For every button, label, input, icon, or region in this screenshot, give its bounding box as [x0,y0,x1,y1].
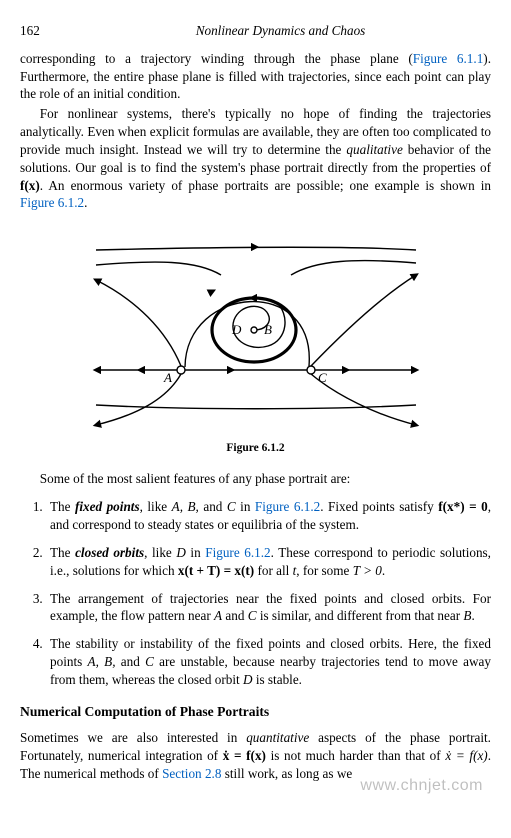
list-item-3: The arrangement of trajectories near the… [46,590,491,626]
math-eq: ẋ = f(x) [445,748,487,763]
text: . An enormous variety of phase portraits… [40,178,491,193]
sym: A, B, [172,499,199,514]
text: corresponding to a trajectory winding th… [20,51,413,66]
math-eq: x(t + T) = x(t) [178,563,254,578]
emphasis-qualitative: qualitative [346,142,402,157]
text: , like [144,545,176,560]
feature-list: The fixed points, like A, B, and C in Fi… [20,498,491,688]
text: Sometimes we are also interested in [20,730,246,745]
text: is not much harder than that of [266,748,445,763]
page-header: 162 Nonlinear Dynamics and Chaos [20,22,491,40]
figure-link-612[interactable]: Figure 6.1.2 [255,499,320,514]
figure-link-612[interactable]: Figure 6.1.2 [20,195,84,210]
emphasis-quantitative: quantitative [246,730,309,745]
text: and [199,499,227,514]
text: and [222,608,248,623]
list-item-2: The closed orbits, like D in Figure 6.1.… [46,544,491,580]
sym: A, B, [88,654,116,669]
text: . Fixed points satisfy [320,499,438,514]
term-fixed-points: fixed points [75,499,140,514]
sym: C [248,608,257,623]
text: still work, as long as we [221,766,352,781]
list-item-1: The fixed points, like A, B, and C in Fi… [46,498,491,534]
figure-label-C: C [318,370,327,385]
sym: D [176,545,186,560]
text: The [50,499,75,514]
section-heading: Numerical Computation of Phase Portraits [20,703,491,721]
math-fx: f(x) [20,178,40,193]
sym: C [145,654,154,669]
watermark: www.chnjet.com [360,775,483,797]
phase-portrait-svg: A B C D [86,230,426,430]
text: and [116,654,146,669]
text: in [236,499,255,514]
text: The [50,545,75,560]
list-item-4: The stability or instability of the fixe… [46,635,491,688]
book-title: Nonlinear Dynamics and Chaos [70,22,491,40]
sym: C [227,499,236,514]
text: in [186,545,205,560]
text: for all [254,563,292,578]
text: is stable. [253,672,302,687]
math-eq: f(x*) = 0 [438,499,487,514]
figure-label-B: B [264,322,272,337]
figure-link-611[interactable]: Figure 6.1.1 [413,51,484,66]
figure-label-D: D [231,322,242,337]
figure-caption: Figure 6.1.2 [20,441,491,457]
list-intro: Some of the most salient features of any… [20,470,491,488]
figure-612: A B C D Figure 6.1.2 [20,230,491,456]
math-eq: ẋ = f(x) [223,748,266,763]
text: . [84,195,87,210]
section-link-28[interactable]: Section 2.8 [162,766,221,781]
sym: D [243,672,253,687]
text: . [382,563,385,578]
text: , like [140,499,172,514]
text: is similar, and different from that near [257,608,464,623]
body-paragraph-1: corresponding to a trajectory winding th… [20,50,491,103]
figure-label-A: A [163,370,172,385]
page-number: 162 [20,22,70,40]
text: . [471,608,474,623]
sym: T > 0 [353,563,382,578]
figure-link-612[interactable]: Figure 6.1.2 [205,545,270,560]
body-paragraph-2: For nonlinear systems, there's typically… [20,105,491,212]
sym: A [214,608,222,623]
term-closed-orbits: closed orbits [75,545,144,560]
text: , for some [296,563,352,578]
